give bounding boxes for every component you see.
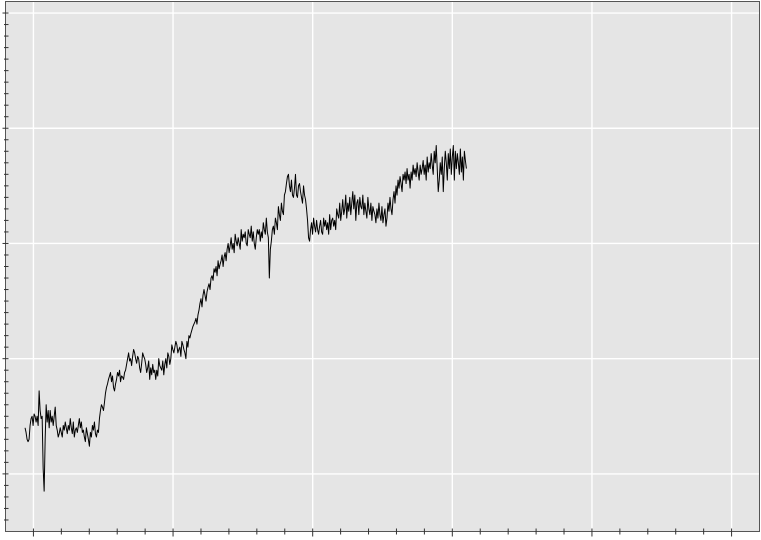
- series-line: [24, 145, 467, 492]
- plot-panel: [5, 1, 760, 532]
- y-gridlines: [6, 12, 759, 475]
- x-gridlines: [32, 2, 733, 531]
- y-axis-ticks: [2, 12, 9, 521]
- x-axis-ticks: [32, 528, 733, 537]
